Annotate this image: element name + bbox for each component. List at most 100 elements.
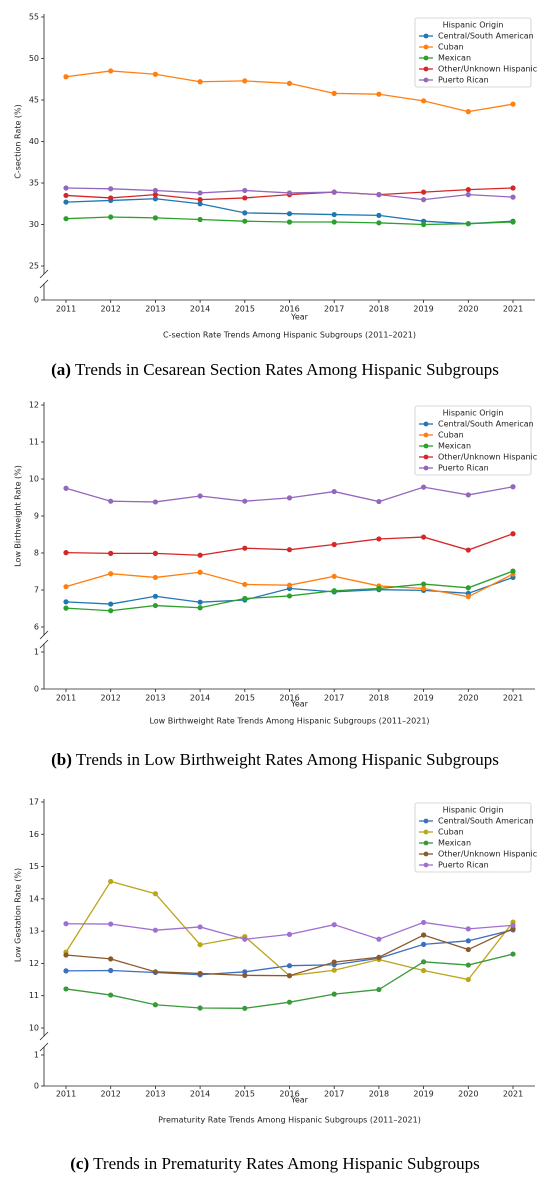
point [421,932,427,938]
x-tick-label: 2012 [101,694,121,703]
x-tick-label: 2012 [101,305,121,314]
point [108,601,114,607]
point [465,492,471,498]
point [376,536,382,542]
legend-marker [423,432,429,438]
axis-break [39,269,49,279]
point [465,585,471,591]
point [421,959,427,965]
y-tick-label: 13 [29,927,39,936]
y-tick-label: 10 [29,1024,39,1033]
axis-break [39,279,49,289]
y-tick-label: 1 [34,1051,39,1060]
y-tick-label: 17 [29,798,39,807]
x-tick-label: 2019 [413,305,433,314]
y-tick-label: 45 [29,96,39,105]
point [242,1005,248,1011]
point [63,599,69,605]
point [197,1005,203,1011]
point [152,550,158,556]
point [63,199,69,205]
y-tick-label: 15 [29,862,39,871]
y-tick-label: 30 [29,220,39,229]
legend-marker [423,829,429,835]
point [510,101,516,107]
x-tick-label: 2014 [190,1090,210,1099]
point [465,946,471,953]
point [286,80,293,86]
point [510,185,516,191]
point [242,78,248,84]
x-tick-label: 2018 [369,1090,389,1099]
point [331,211,337,218]
point [331,90,337,96]
point [331,922,337,928]
y-tick-label: 25 [29,262,39,271]
point [421,98,427,104]
point [465,547,471,553]
legend-label: Cuban [438,828,464,837]
axis-break [39,639,49,649]
point [197,197,203,203]
caption: (a) Trends in Cesarean Section Rates Amon… [51,360,499,379]
y-tick-label: 14 [29,894,39,903]
point [108,571,114,577]
x-tick-label: 2021 [503,1090,523,1099]
point [108,195,114,201]
chart-title: C-section Rate Trends Among Hispanic Sub… [163,331,416,340]
x-tick-label: 2017 [324,305,344,314]
x-tick-label: 2013 [145,694,165,703]
y-tick-label: 9 [34,512,39,521]
point [331,967,337,973]
point [286,963,293,969]
legend-box [414,17,532,88]
legend-label: Central/South American [438,817,534,826]
y-tick-label: 0 [34,685,39,694]
point [108,608,114,614]
x-tick-label: 2016 [279,1090,299,1099]
point [421,585,427,592]
legend-label: Cuban [438,431,464,440]
point [197,605,203,611]
legend-marker [423,454,429,460]
point [331,573,337,579]
point [152,71,158,77]
point [152,593,158,599]
legend-marker [423,44,429,50]
legend-label: Other/Unknown Hispanic [438,453,537,462]
point [152,196,158,202]
y-tick-label: 11 [29,991,39,1000]
point [152,1002,158,1008]
point [331,588,337,594]
x-tick-label: 2020 [458,1090,478,1099]
y-tick-label: 0 [34,1082,39,1091]
point [376,936,382,942]
y-tick-label: 6 [34,623,39,632]
legend-marker [423,33,429,39]
x-tick-label: 2017 [324,1090,344,1099]
caption: (c) Trends in Prematurity Rates Among His… [70,1154,479,1173]
point [242,545,248,551]
y-tick-label: 35 [29,179,39,188]
point [510,194,516,200]
point [152,215,158,221]
point [197,599,203,605]
point [286,219,293,225]
point [108,186,114,192]
point [465,962,471,968]
point [197,201,203,207]
y-tick-label: 12 [29,401,39,410]
y-tick-label: 7 [34,586,39,595]
legend-box [414,802,532,873]
point [108,956,114,962]
point [376,585,382,592]
legend-label: Puerto Rican [438,76,489,85]
point [152,499,158,505]
legend-marker [423,862,429,868]
caption-text: Trends in Low Birthweight Rates Among Hi… [76,750,499,769]
legend-label: Central/South American [438,420,534,429]
legend-label: Mexican [438,839,471,848]
point [421,941,427,947]
point [108,550,114,556]
x-tick-label: 2013 [145,305,165,314]
